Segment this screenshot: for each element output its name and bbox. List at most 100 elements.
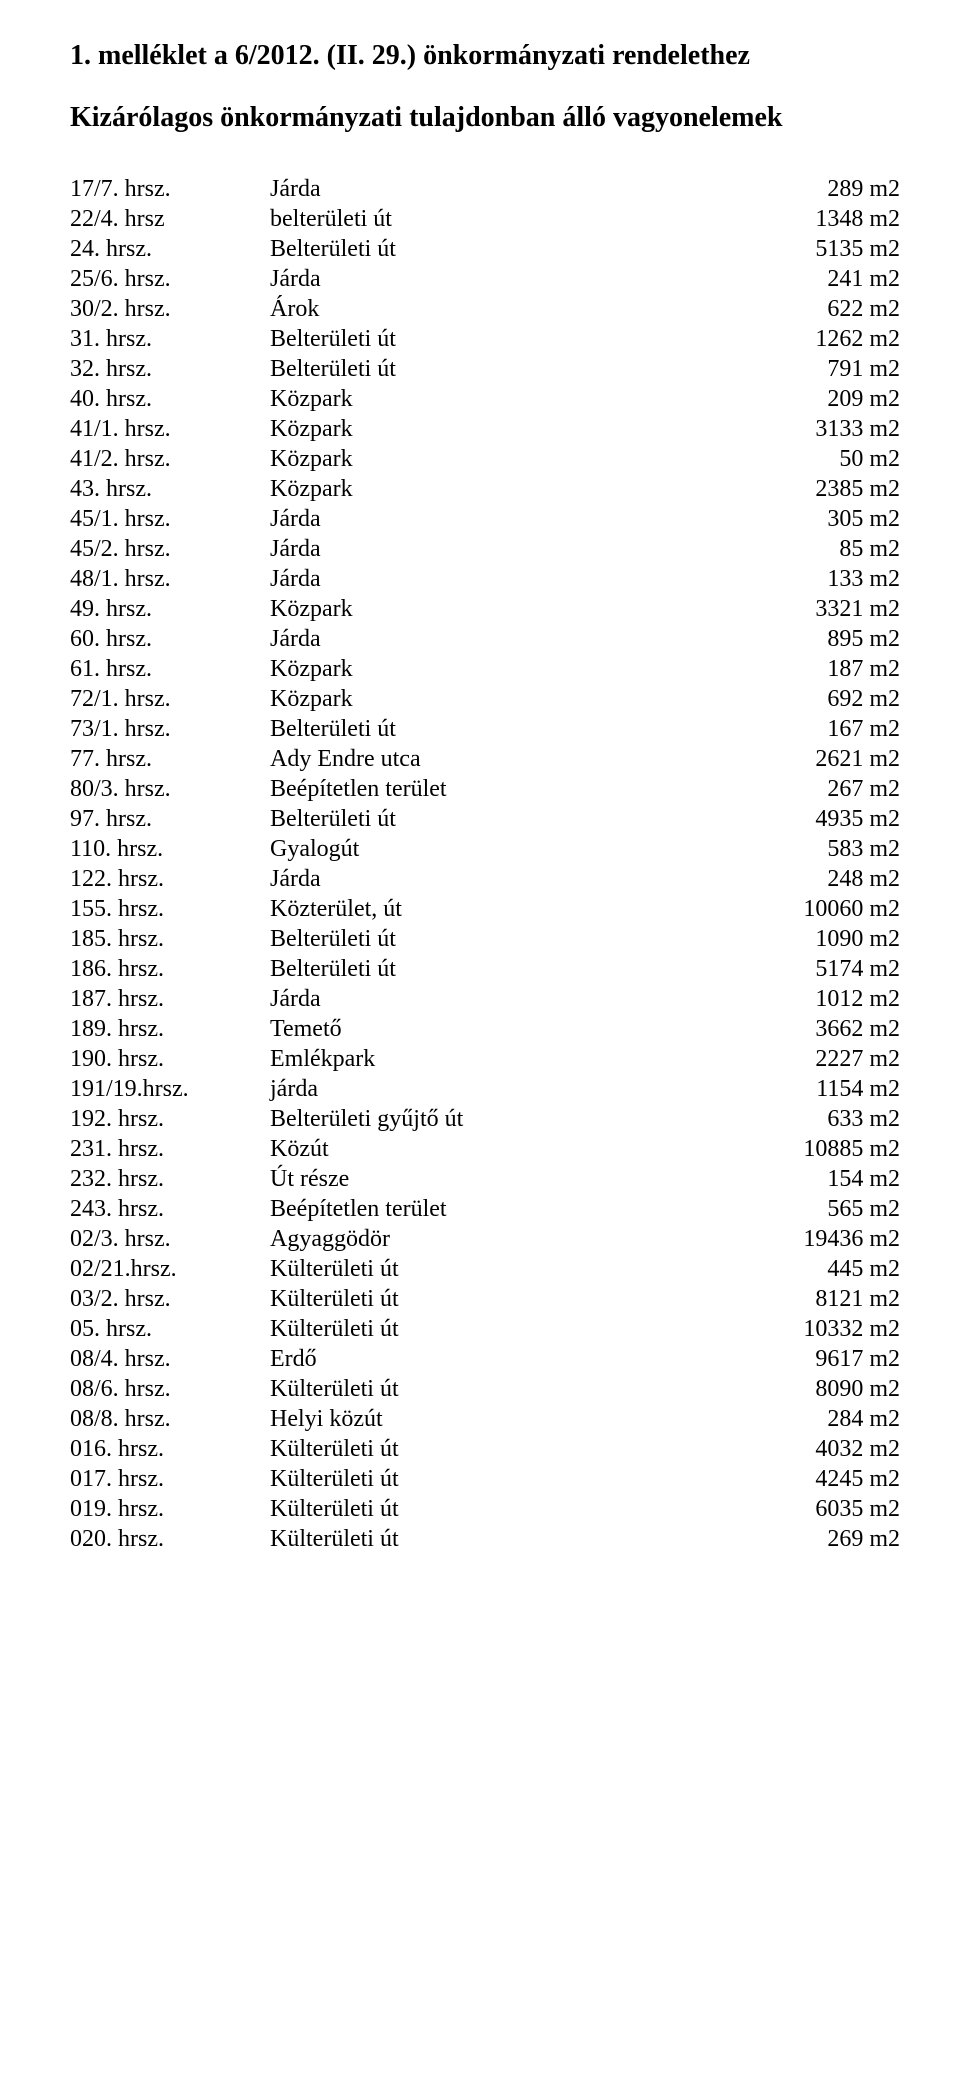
table-row: 49. hrsz.Közpark3321 m2 [70,594,900,624]
cell-description: Közpark [270,384,680,414]
cell-area: 187 m2 [680,654,900,684]
cell-hrsz: 08/6. hrsz. [70,1374,270,1404]
cell-area: 3321 m2 [680,594,900,624]
cell-description: Helyi közút [270,1404,680,1434]
table-row: 02/3. hrsz.Agyaggödör19436 m2 [70,1224,900,1254]
cell-hrsz: 61. hrsz. [70,654,270,684]
table-row: 61. hrsz.Közpark187 m2 [70,654,900,684]
cell-hrsz: 48/1. hrsz. [70,564,270,594]
cell-area: 267 m2 [680,774,900,804]
cell-area: 8121 m2 [680,1284,900,1314]
table-row: 05. hrsz.Külterületi út10332 m2 [70,1314,900,1344]
cell-description: Külterületi út [270,1254,680,1284]
cell-description: Járda [270,984,680,1014]
table-row: 40. hrsz.Közpark209 m2 [70,384,900,414]
cell-hrsz: 231. hrsz. [70,1134,270,1164]
table-row: 08/8. hrsz.Helyi közút284 m2 [70,1404,900,1434]
cell-description: Külterületi út [270,1434,680,1464]
cell-description: Közpark [270,654,680,684]
cell-description: Járda [270,504,680,534]
cell-hrsz: 72/1. hrsz. [70,684,270,714]
table-row: 60. hrsz.Járda895 m2 [70,624,900,654]
cell-description: Belterületi út [270,924,680,954]
cell-area: 4935 m2 [680,804,900,834]
cell-area: 2385 m2 [680,474,900,504]
cell-area: 19436 m2 [680,1224,900,1254]
cell-description: Árok [270,294,680,324]
cell-area: 1262 m2 [680,324,900,354]
cell-area: 4032 m2 [680,1434,900,1464]
cell-description: belterületi út [270,204,680,234]
cell-hrsz: 185. hrsz. [70,924,270,954]
cell-area: 284 m2 [680,1404,900,1434]
cell-area: 791 m2 [680,354,900,384]
cell-hrsz: 31. hrsz. [70,324,270,354]
cell-description: Közterület, út [270,894,680,924]
cell-area: 895 m2 [680,624,900,654]
cell-area: 565 m2 [680,1194,900,1224]
cell-area: 8090 m2 [680,1374,900,1404]
table-row: 22/4. hrszbelterületi út1348 m2 [70,204,900,234]
cell-area: 50 m2 [680,444,900,474]
table-row: 186. hrsz.Belterületi út5174 m2 [70,954,900,984]
table-row: 32. hrsz.Belterületi út791 m2 [70,354,900,384]
cell-description: Közpark [270,474,680,504]
table-row: 31. hrsz.Belterületi út1262 m2 [70,324,900,354]
cell-hrsz: 73/1. hrsz. [70,714,270,744]
cell-area: 241 m2 [680,264,900,294]
cell-hrsz: 02/3. hrsz. [70,1224,270,1254]
cell-hrsz: 189. hrsz. [70,1014,270,1044]
cell-area: 9617 m2 [680,1344,900,1374]
cell-hrsz: 43. hrsz. [70,474,270,504]
cell-hrsz: 25/6. hrsz. [70,264,270,294]
table-row: 45/1. hrsz.Járda305 m2 [70,504,900,534]
table-row: 03/2. hrsz.Külterületi út8121 m2 [70,1284,900,1314]
cell-hrsz: 02/21.hrsz. [70,1254,270,1284]
cell-description: Közpark [270,414,680,444]
cell-hrsz: 192. hrsz. [70,1104,270,1134]
cell-description: Belterületi út [270,804,680,834]
cell-description: Külterületi út [270,1314,680,1344]
cell-area: 633 m2 [680,1104,900,1134]
cell-description: Belterületi út [270,354,680,384]
table-row: 017. hrsz.Külterületi út4245 m2 [70,1464,900,1494]
table-row: 30/2. hrsz.Árok622 m2 [70,294,900,324]
cell-description: Járda [270,174,680,204]
cell-hrsz: 190. hrsz. [70,1044,270,1074]
table-row: 97. hrsz.Belterületi út4935 m2 [70,804,900,834]
cell-hrsz: 016. hrsz. [70,1434,270,1464]
table-row: 190. hrsz.Emlékpark2227 m2 [70,1044,900,1074]
cell-area: 209 m2 [680,384,900,414]
table-row: 72/1. hrsz.Közpark692 m2 [70,684,900,714]
cell-area: 6035 m2 [680,1494,900,1524]
cell-area: 2227 m2 [680,1044,900,1074]
table-row: 192. hrsz.Belterületi gyűjtő út633 m2 [70,1104,900,1134]
cell-description: Külterületi út [270,1524,680,1554]
table-row: 016. hrsz.Külterületi út4032 m2 [70,1434,900,1464]
cell-description: Járda [270,264,680,294]
cell-area: 445 m2 [680,1254,900,1284]
cell-area: 85 m2 [680,534,900,564]
cell-description: Agyaggödör [270,1224,680,1254]
cell-description: Beépítetlen terület [270,1194,680,1224]
cell-description: Belterületi út [270,234,680,264]
cell-hrsz: 017. hrsz. [70,1464,270,1494]
cell-description: Külterületi út [270,1494,680,1524]
cell-area: 5135 m2 [680,234,900,264]
cell-hrsz: 45/1. hrsz. [70,504,270,534]
cell-hrsz: 41/1. hrsz. [70,414,270,444]
cell-area: 692 m2 [680,684,900,714]
cell-hrsz: 32. hrsz. [70,354,270,384]
cell-description: Erdő [270,1344,680,1374]
cell-hrsz: 155. hrsz. [70,894,270,924]
table-row: 020. hrsz.Külterületi út269 m2 [70,1524,900,1554]
cell-area: 3133 m2 [680,414,900,444]
document-page: 1. melléklet a 6/2012. (II. 29.) önkormá… [0,0,960,1594]
cell-hrsz: 17/7. hrsz. [70,174,270,204]
cell-area: 2621 m2 [680,744,900,774]
table-row: 243. hrsz.Beépítetlen terület565 m2 [70,1194,900,1224]
cell-area: 1090 m2 [680,924,900,954]
table-row: 77. hrsz.Ady Endre utca2621 m2 [70,744,900,774]
cell-area: 1154 m2 [680,1074,900,1104]
cell-description: Külterületi út [270,1284,680,1314]
